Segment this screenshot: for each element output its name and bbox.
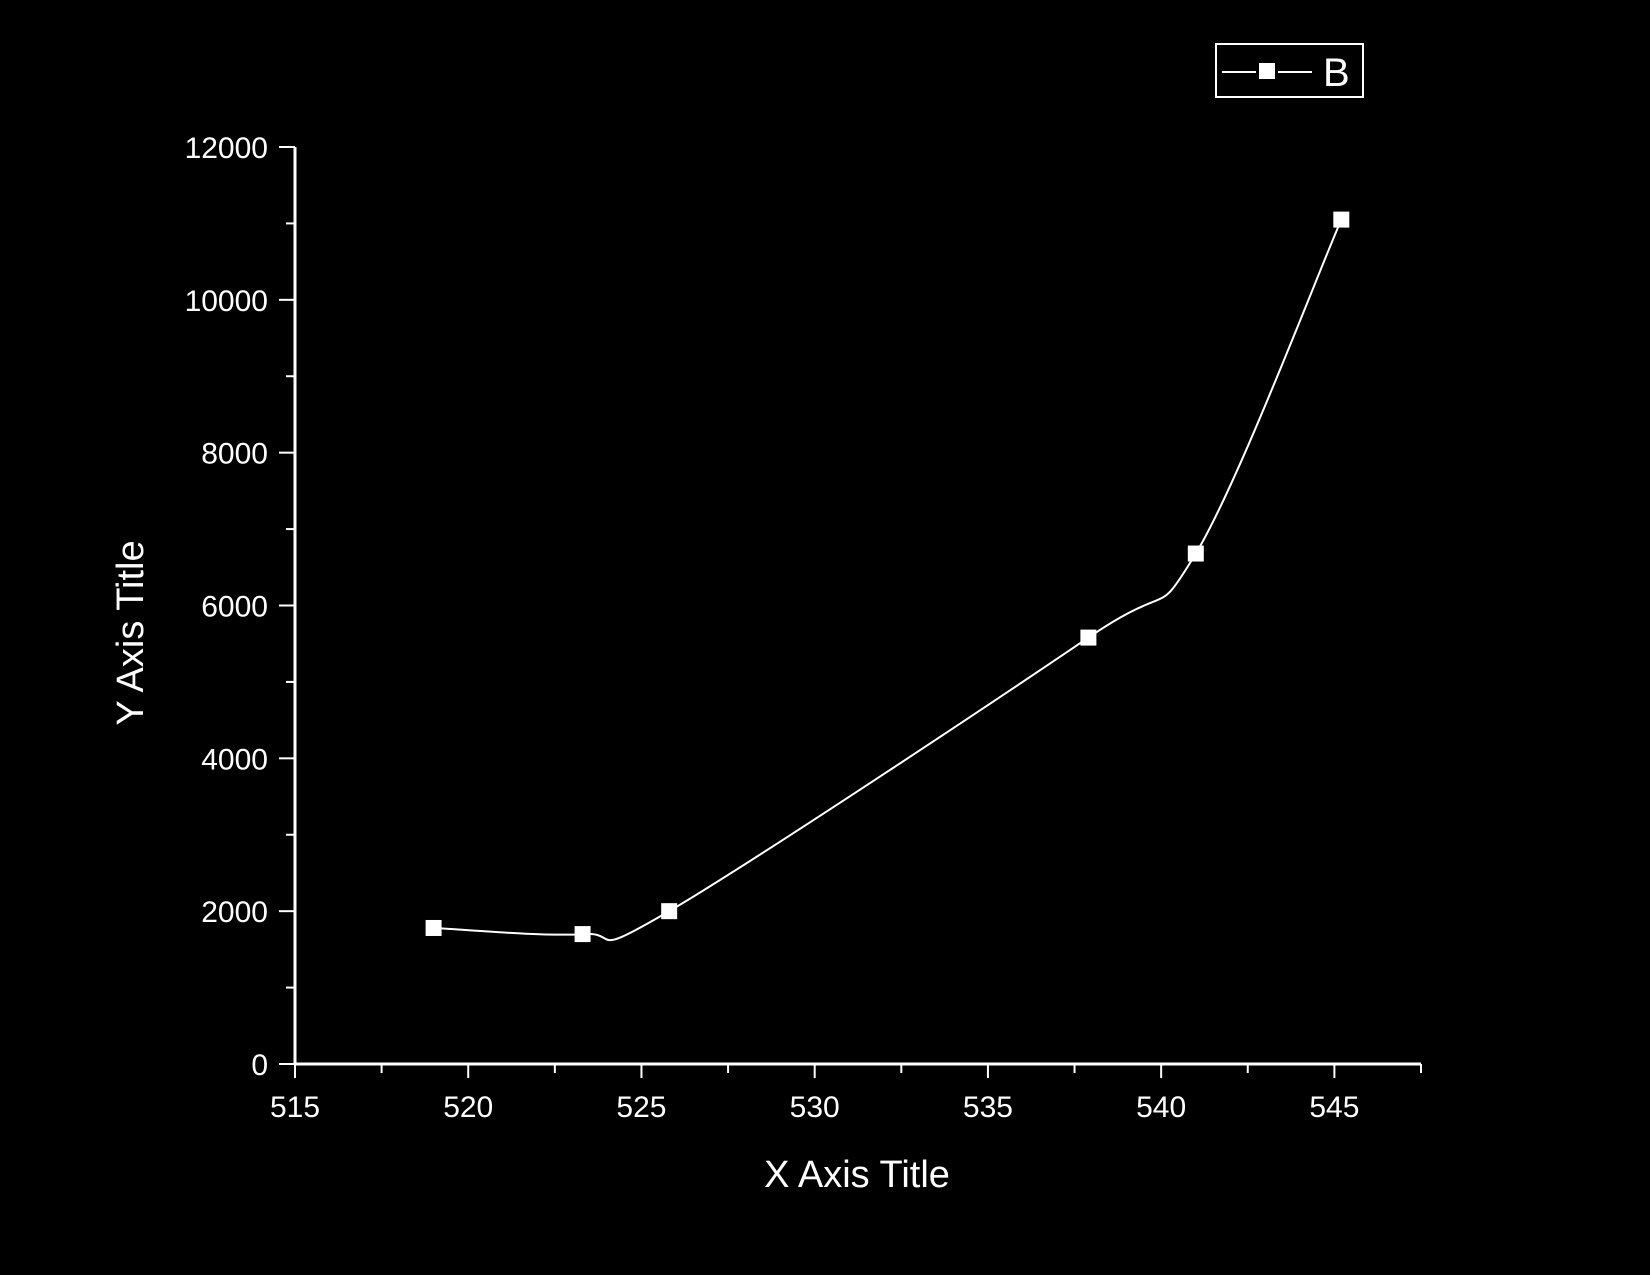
y-tick-label: 12000	[185, 132, 268, 165]
legend-box	[1215, 43, 1364, 98]
y-tick-label: 0	[251, 1049, 268, 1082]
y-tick-label: 4000	[201, 743, 268, 776]
y-tick-label: 8000	[201, 438, 268, 471]
plot-area: 515 520 525 530 535 540 545 0 2000 4000 6000 8000 1…	[185, 132, 1422, 1124]
x-tick-label: 515	[270, 1091, 320, 1124]
x-tick-label: 545	[1309, 1091, 1359, 1124]
series-b-points	[425, 211, 1350, 943]
y-tick-label: 2000	[201, 896, 268, 929]
legend-marker-square-icon	[1259, 63, 1275, 79]
data-point	[574, 926, 591, 943]
data-point	[1080, 629, 1097, 646]
x-tick-label: 535	[963, 1091, 1013, 1124]
y-axis-ticks: 0 2000 4000 6000 8000 10000 12000	[185, 132, 295, 1082]
x-tick-label: 525	[616, 1091, 666, 1124]
x-axis-title: X Axis Title	[764, 1154, 950, 1196]
x-tick-label: 520	[443, 1091, 493, 1124]
x-axis-ticks: 515 520 525 530 535 540 545	[270, 1064, 1422, 1124]
data-point	[1187, 545, 1204, 562]
data-point	[661, 903, 678, 920]
y-axis-title: Y Axis Title	[110, 540, 152, 725]
data-point	[425, 919, 442, 936]
y-tick-label: 10000	[185, 285, 268, 318]
legend-label-b: B	[1323, 51, 1350, 95]
legend: B	[1215, 43, 1364, 98]
x-tick-label: 540	[1136, 1091, 1186, 1124]
x-tick-label: 530	[790, 1091, 840, 1124]
data-point	[1333, 211, 1350, 228]
y-tick-label: 6000	[201, 591, 268, 624]
